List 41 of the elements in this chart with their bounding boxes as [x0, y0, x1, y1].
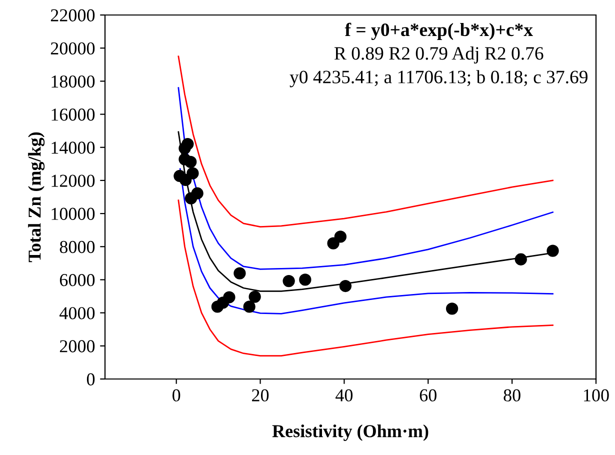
y-tick-label: 8000: [60, 240, 95, 254]
point: [334, 230, 346, 243]
y-tick-label: 2000: [60, 340, 95, 352]
x-tick-label: 60: [420, 389, 436, 402]
point: [446, 302, 458, 315]
y-tick-label: 16000: [52, 108, 95, 121]
y-axis-title: Total Zn (mg/kg): [28, 132, 45, 262]
point: [514, 253, 527, 266]
point: [186, 167, 199, 180]
x-tick-label: 20: [252, 389, 269, 402]
point: [248, 290, 261, 303]
point: [339, 280, 352, 292]
point: [184, 156, 197, 168]
point: [180, 174, 192, 186]
point: [223, 291, 236, 304]
point: [234, 267, 246, 280]
point: [178, 142, 191, 154]
y-tick-label: 14000: [52, 142, 95, 154]
point: [546, 244, 559, 257]
point: [243, 300, 256, 313]
x-tick-label: 0: [172, 389, 180, 402]
y-tick-label: 20000: [50, 42, 95, 55]
y-tick-label: 4000: [60, 307, 95, 320]
point: [282, 274, 295, 288]
y-tick-label: 22000: [50, 9, 95, 22]
point: [327, 237, 340, 250]
y-tick-label: 10000: [52, 208, 95, 220]
y-tick-label: 18000: [52, 75, 95, 88]
x-tick-label: 80: [504, 389, 520, 402]
y-tick-label: 12000: [52, 174, 95, 187]
annotation: y0 4235.41; a 11706.13; b 0.18; c 37.69: [290, 70, 588, 88]
point: [184, 192, 198, 204]
x-axis-title: Resistivity (Ohm·m): [272, 424, 428, 441]
annotation: f = y0+a*exp(-b*x)+c*x: [344, 22, 533, 40]
y-tick-label: 6000: [60, 274, 95, 286]
y-tick-label: 0: [86, 373, 95, 386]
line-series: [178, 200, 554, 357]
x-tick-label: 40: [336, 389, 353, 402]
point: [299, 274, 312, 286]
x-tick-label: 100: [584, 389, 609, 402]
annotation: R 0.89 R2 0.79 Adj R2 0.76: [334, 46, 544, 64]
